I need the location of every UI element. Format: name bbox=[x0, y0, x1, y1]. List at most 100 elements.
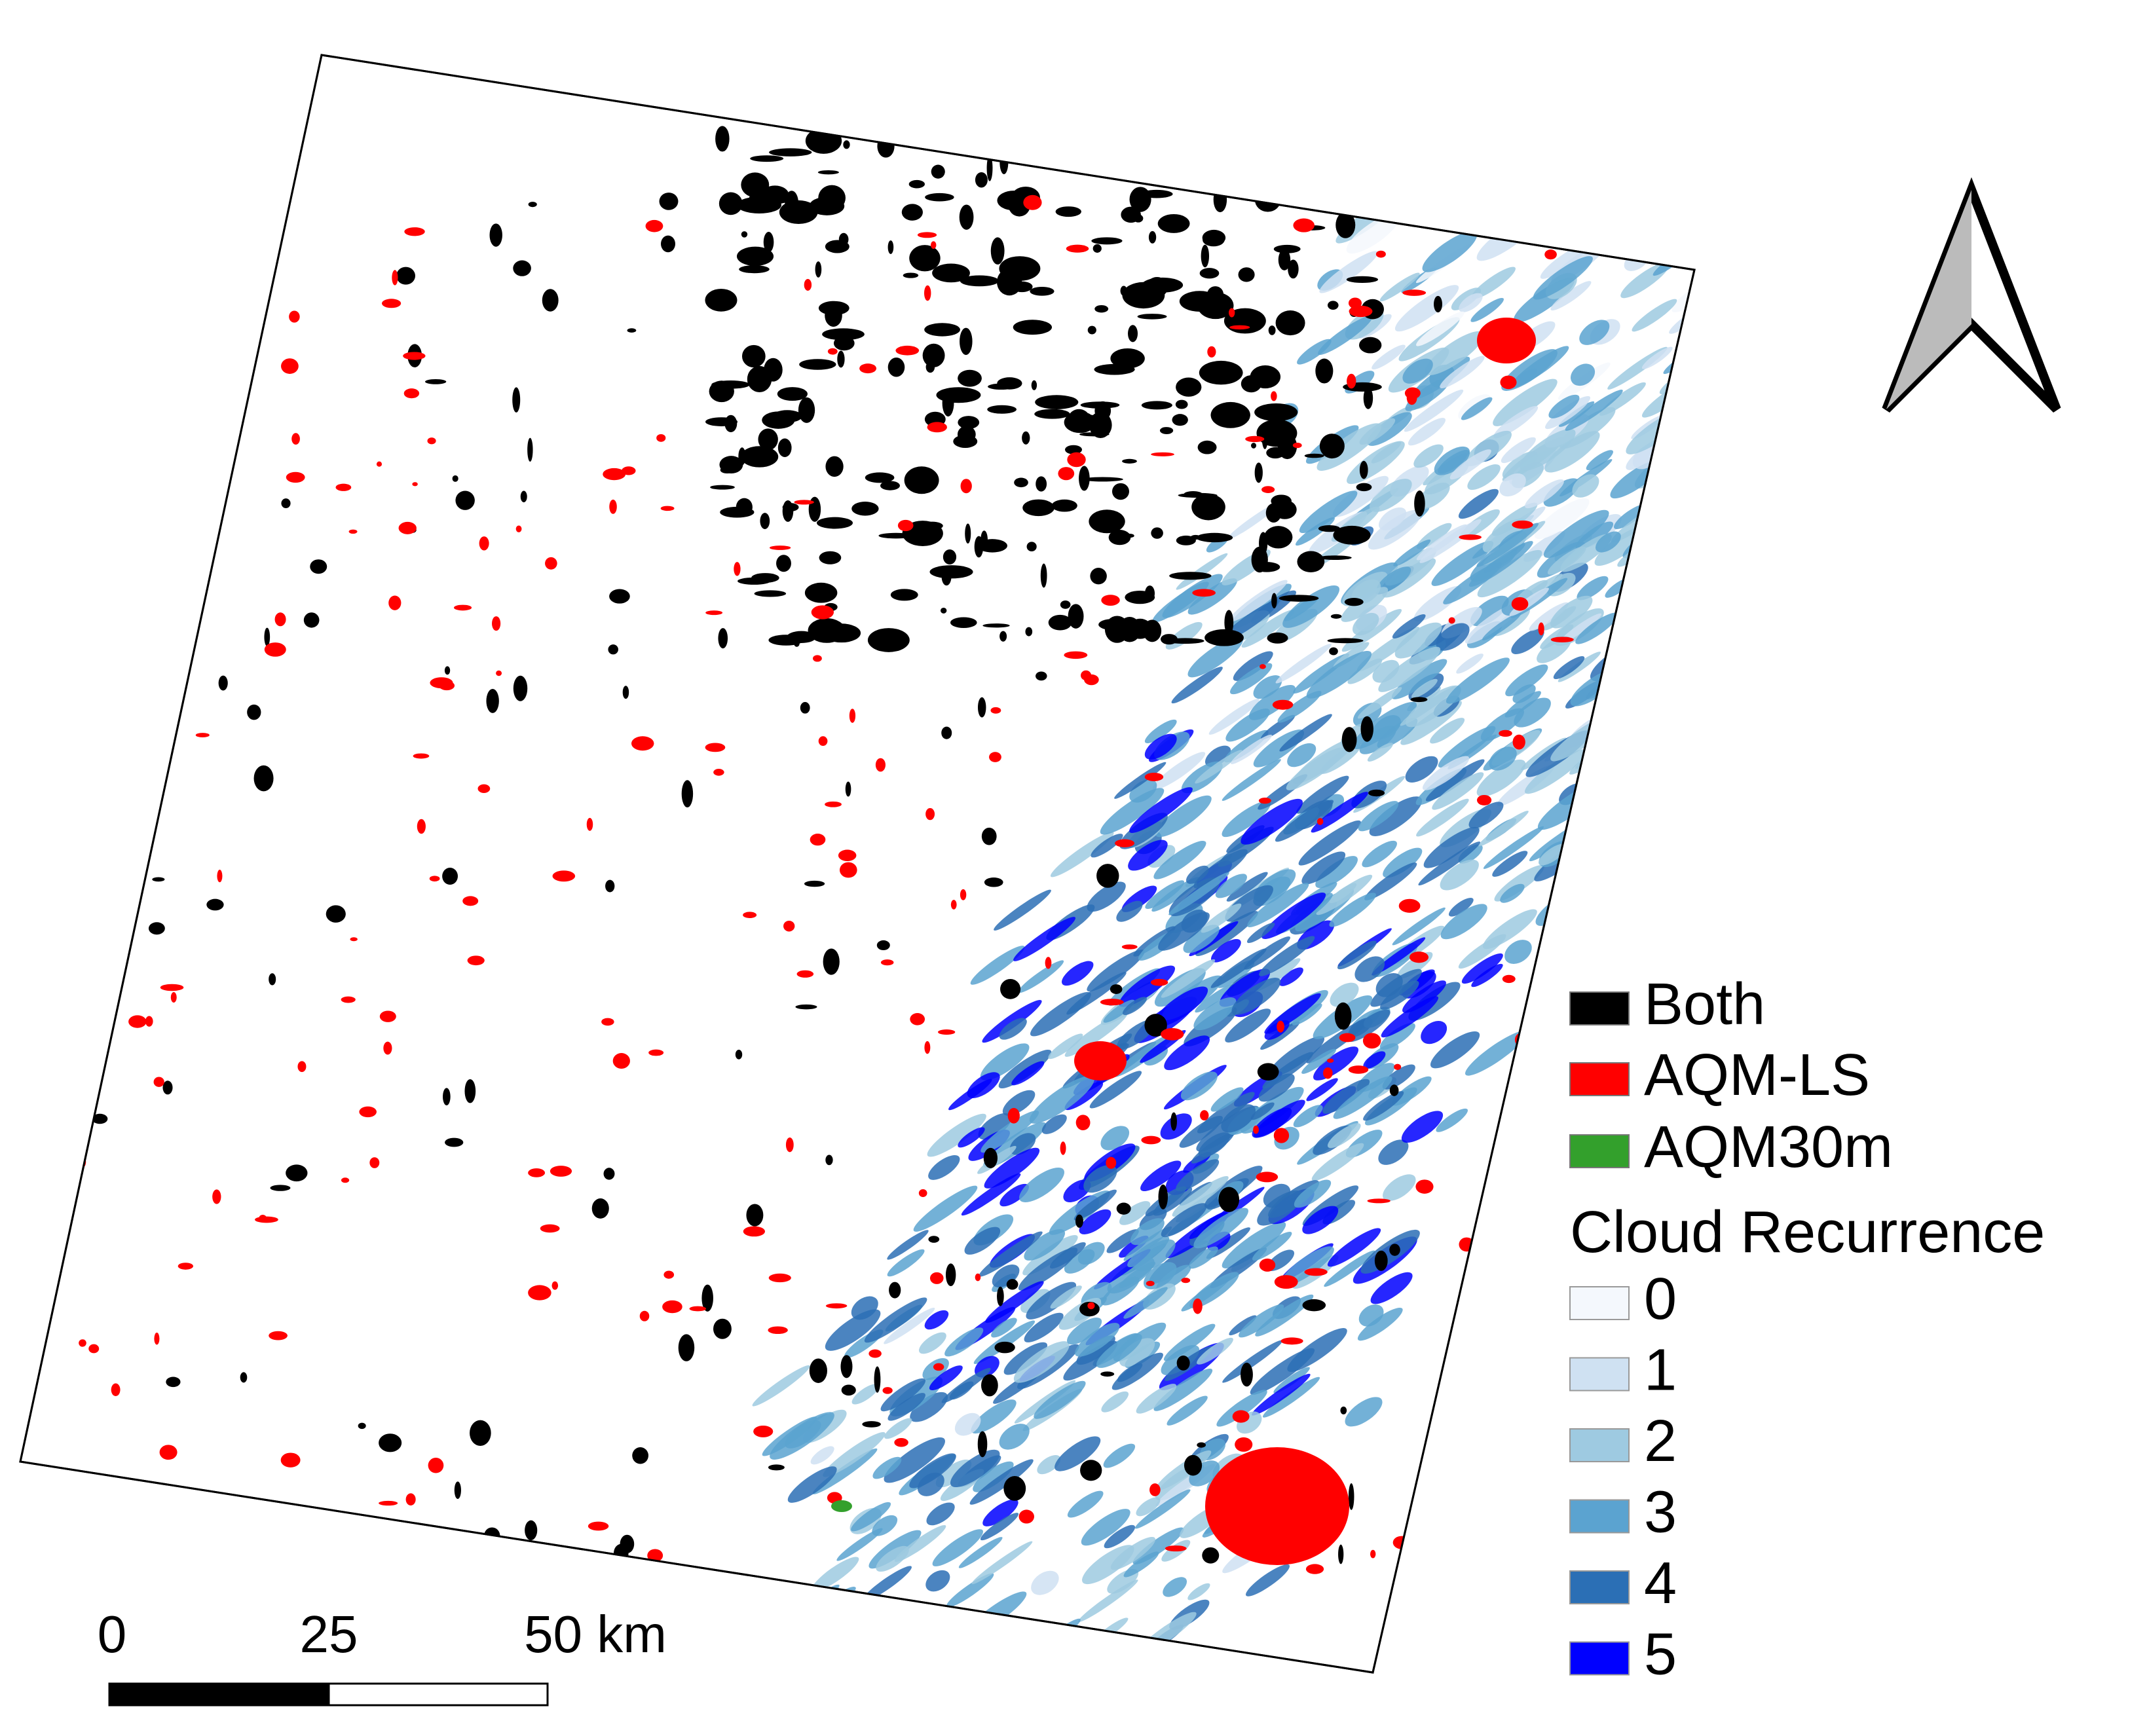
burn-both bbox=[750, 155, 784, 162]
burn-both bbox=[999, 631, 1007, 642]
cloud-patch bbox=[935, 1697, 998, 1736]
burn-aqm-ls bbox=[705, 610, 723, 616]
cloud-patch bbox=[1026, 1282, 1077, 1320]
cloud-patch bbox=[1559, 613, 1602, 644]
burn-aqm-ls bbox=[868, 1349, 882, 1358]
burn-aqm-ls bbox=[233, 230, 249, 244]
burn-both bbox=[822, 623, 861, 643]
cloud-patch bbox=[1252, 1232, 1292, 1261]
burn-both bbox=[659, 193, 679, 210]
burn-both bbox=[1148, 231, 1157, 244]
burn-both bbox=[1035, 395, 1079, 409]
burn-aqm-ls bbox=[1509, 1172, 1522, 1176]
cloud-patch bbox=[1379, 1023, 1415, 1050]
cloud-patch bbox=[1636, 165, 1669, 191]
cloud-patch bbox=[1357, 687, 1402, 719]
cloud-patch bbox=[1211, 938, 1241, 963]
burn-both bbox=[1218, 1187, 1240, 1212]
cloud-patch bbox=[1222, 800, 1271, 838]
cloud-patch bbox=[1322, 1079, 1370, 1114]
cloud-patch bbox=[1661, 390, 1694, 432]
cloud-patch bbox=[1018, 960, 1064, 993]
cloud-patch bbox=[1492, 851, 1528, 877]
burn-aqm-ls bbox=[612, 1053, 630, 1069]
burn-aqm-ls bbox=[229, 214, 252, 228]
burn-aqm-ls bbox=[639, 1310, 650, 1321]
cloud-patch bbox=[1111, 1352, 1163, 1390]
cloud-patch bbox=[1104, 1524, 1136, 1549]
cloud-patch bbox=[1364, 862, 1417, 900]
cloud-patch bbox=[1050, 832, 1114, 877]
cloud-patch bbox=[1140, 1160, 1182, 1192]
burn-aqm-ls bbox=[1500, 375, 1517, 390]
cloud-patch bbox=[1740, 405, 1793, 449]
burn-aqm-ls bbox=[335, 483, 352, 491]
cloud-patch bbox=[982, 1499, 1018, 1526]
burn-both bbox=[1344, 598, 1364, 606]
burn-both bbox=[1199, 268, 1220, 279]
burn-aqm-ls bbox=[924, 285, 931, 301]
cloud-patch bbox=[1696, 430, 1744, 468]
cloud-patch bbox=[1067, 1318, 1102, 1345]
cloud-patch bbox=[1119, 1201, 1151, 1225]
cloud-patch bbox=[1246, 1564, 1290, 1597]
burn-both bbox=[326, 905, 346, 923]
cloud-patch bbox=[1210, 1087, 1244, 1112]
burn-both bbox=[1204, 629, 1244, 646]
burn-aqm-ls bbox=[540, 1224, 560, 1233]
burn-aqm-ls bbox=[1100, 999, 1124, 1006]
burn-both bbox=[74, 363, 88, 371]
burn-aqm-ls bbox=[1477, 1280, 1498, 1286]
burn-both bbox=[1273, 244, 1301, 253]
burn-both bbox=[1201, 244, 1210, 268]
cloud-patch bbox=[1721, 288, 1778, 334]
cloud-patch bbox=[1401, 1111, 1444, 1143]
cloud-patch bbox=[1392, 907, 1446, 946]
cloud-patch bbox=[1103, 1443, 1136, 1468]
burn-aqm-ls bbox=[1149, 1483, 1161, 1496]
burn-aqm-ls bbox=[141, 715, 152, 723]
cloud-patch bbox=[1246, 923, 1275, 944]
burn-both bbox=[166, 1376, 181, 1388]
cloud-patch bbox=[1534, 498, 1590, 540]
burn-both bbox=[1264, 526, 1293, 549]
burn-aqm-ls bbox=[1459, 534, 1482, 540]
burn-both bbox=[1029, 131, 1052, 158]
burn-both bbox=[1319, 434, 1345, 459]
burn-aqm-ls bbox=[753, 1425, 774, 1437]
cloud-patch bbox=[1458, 489, 1499, 519]
burn-aqm-ls bbox=[1512, 520, 1533, 529]
cloud-patch bbox=[971, 1541, 1033, 1585]
cloud-patch bbox=[1602, 828, 1626, 846]
burn-both bbox=[1144, 1014, 1167, 1037]
burn-both bbox=[464, 1079, 476, 1103]
cloud-patch bbox=[1197, 1337, 1233, 1365]
cloud-patch bbox=[1160, 1690, 1198, 1720]
burn-both bbox=[768, 1464, 785, 1471]
cloud-patch bbox=[954, 1413, 981, 1436]
cloud-patch bbox=[1459, 293, 1483, 312]
burn-both bbox=[890, 589, 918, 601]
burn-both bbox=[763, 232, 774, 253]
cloud-patch bbox=[1477, 549, 1542, 598]
cloud-patch bbox=[1204, 745, 1231, 767]
burn-aqm-ls bbox=[648, 1049, 664, 1056]
burn-both bbox=[1008, 191, 1031, 217]
burn-both bbox=[1048, 614, 1072, 631]
burn-aqm-ls bbox=[160, 380, 184, 392]
cloud-patch bbox=[927, 1113, 986, 1157]
cloud-patch bbox=[1180, 1071, 1218, 1101]
cloud-patch bbox=[1728, 375, 1799, 432]
cloud-patch bbox=[1123, 1551, 1159, 1578]
burn-both bbox=[513, 675, 528, 701]
cloud-patch bbox=[1153, 841, 1206, 879]
burn-both bbox=[238, 249, 257, 258]
cloud-patch bbox=[1422, 231, 1478, 272]
cloud-patch bbox=[1711, 430, 1771, 477]
burn-aqm-ls bbox=[195, 733, 210, 738]
burn-aqm-ls bbox=[389, 1522, 397, 1528]
cloud-patch bbox=[1368, 509, 1421, 550]
cloud-patch bbox=[1164, 1035, 1210, 1071]
burn-aqm-ls bbox=[1538, 622, 1544, 636]
cloud-patch bbox=[1382, 1064, 1415, 1090]
